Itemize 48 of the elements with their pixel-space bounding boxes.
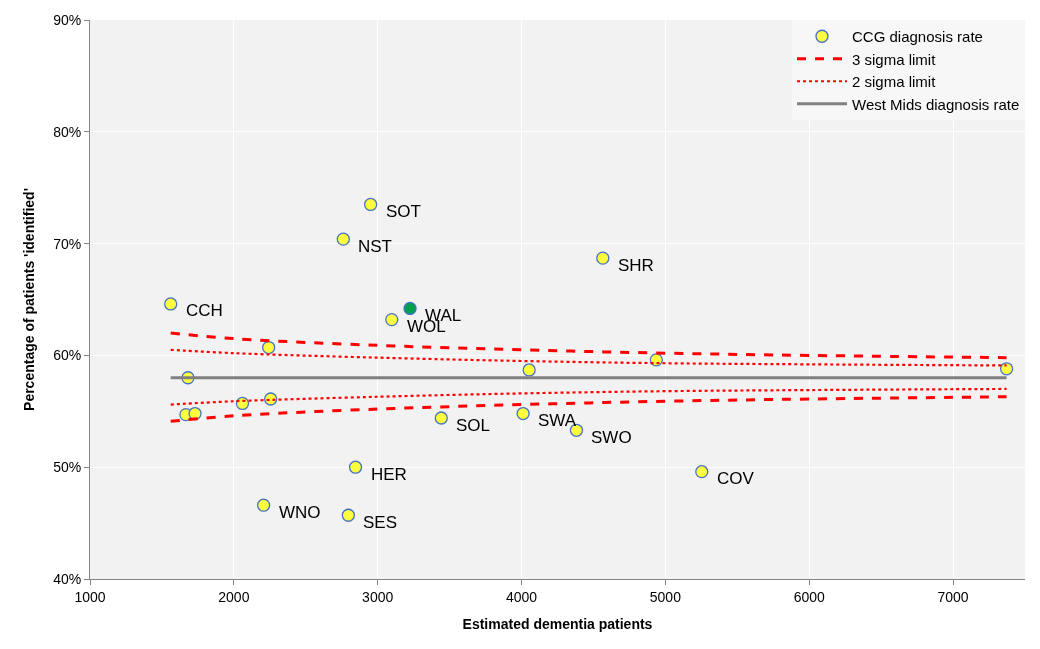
- annotation: SOT: [386, 202, 421, 221]
- x-tick-label: 2000: [218, 588, 250, 605]
- x-tick-label: 3000: [362, 588, 394, 605]
- legend-label: West Mids diagnosis rate: [852, 95, 1020, 113]
- annotation: NST: [358, 237, 392, 256]
- annotation: SES: [363, 513, 398, 532]
- y-axis-title: Percentage of patients 'identified': [20, 188, 37, 411]
- x-tick-label: 5000: [649, 588, 682, 605]
- annotation: CCH: [186, 301, 223, 320]
- annotation: SHR: [618, 256, 654, 275]
- point: [262, 340, 276, 355]
- annotation: SOL: [456, 416, 491, 435]
- point: [403, 301, 417, 316]
- point: [336, 232, 350, 246]
- x-tick-label: 7000: [937, 588, 969, 605]
- y-tick-label: 50%: [53, 459, 82, 476]
- line-series: [169, 331, 1009, 360]
- point: [999, 362, 1014, 376]
- point: [164, 297, 178, 311]
- annotation: HER: [371, 465, 407, 484]
- annotation: SWO: [591, 428, 632, 447]
- point: [264, 392, 278, 406]
- legend-label: CCG diagnosis rate: [852, 28, 983, 46]
- point: [364, 197, 378, 212]
- point: [235, 396, 250, 411]
- x-axis-title: Estimated dementia patients: [462, 616, 653, 633]
- point: [516, 406, 530, 421]
- annotation: COV: [717, 469, 755, 488]
- annotation: WNO: [279, 503, 321, 522]
- y-tick-label: 80%: [53, 123, 82, 140]
- point: [596, 251, 610, 265]
- y-tick-label: 70%: [53, 235, 82, 252]
- x-tick-label: 6000: [793, 588, 826, 605]
- y-tick-label: 60%: [53, 347, 82, 364]
- point: [434, 411, 448, 425]
- point: [695, 465, 709, 479]
- point: [348, 460, 363, 474]
- legend-label: 3 sigma limit: [852, 50, 937, 68]
- y-tick-label: 90%: [53, 11, 82, 28]
- annotation: SWA: [538, 411, 577, 430]
- legend-label: 2 sigma limit: [852, 73, 937, 91]
- point: [256, 498, 271, 512]
- x-tick-label: 1000: [74, 588, 106, 605]
- y-tick-label: 40%: [53, 570, 82, 587]
- point: [341, 508, 355, 522]
- x-tick-label: 4000: [505, 588, 538, 605]
- point: [522, 363, 536, 377]
- point: [385, 312, 399, 327]
